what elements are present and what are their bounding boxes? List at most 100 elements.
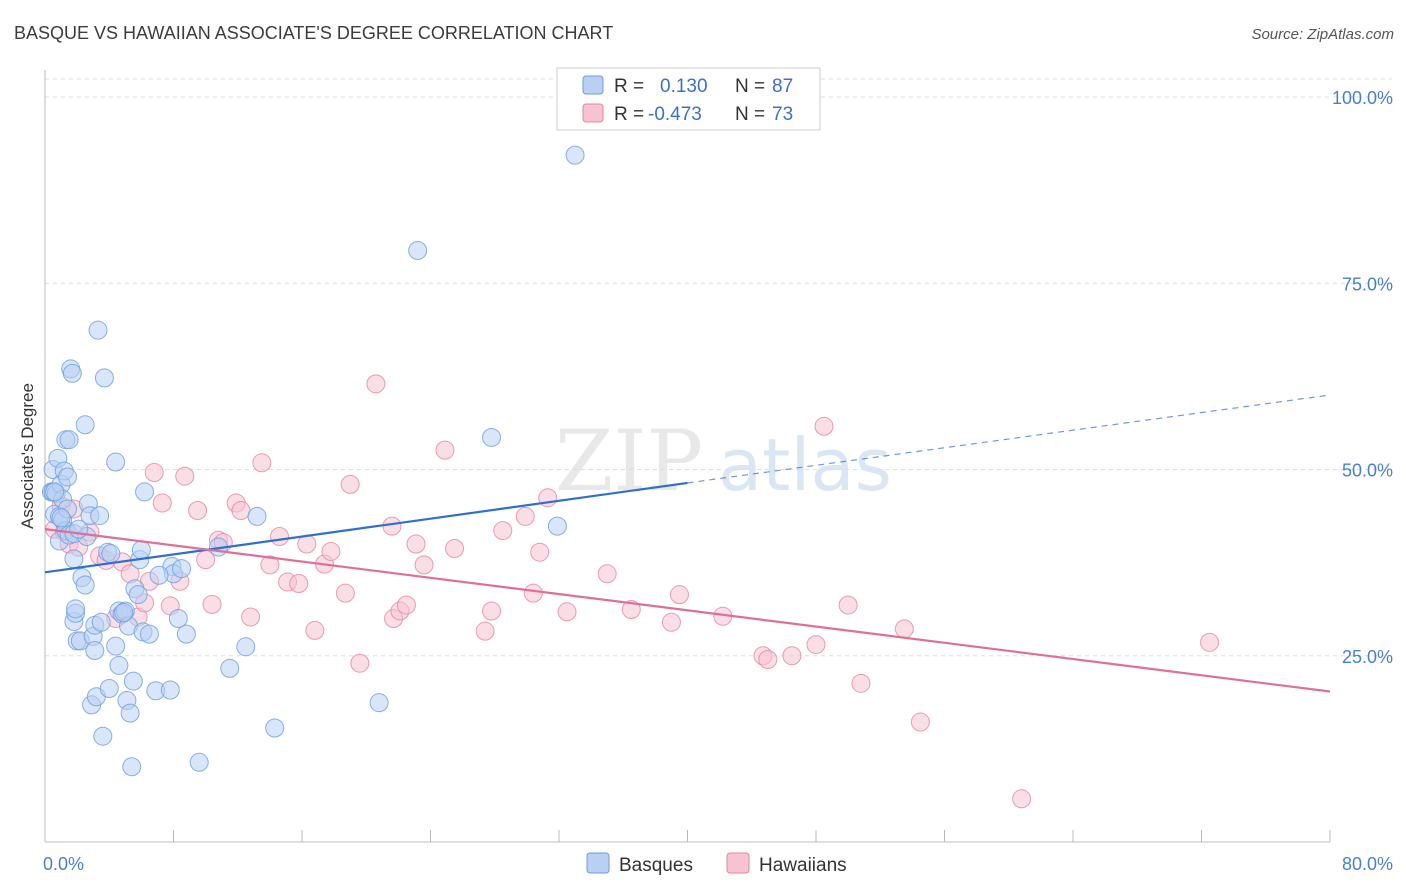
legend-basques-swatch[interactable]: [586, 852, 610, 874]
basques-point: [66, 599, 86, 619]
basques-r-value: 0.130: [660, 76, 708, 97]
basques-point: [236, 637, 256, 657]
basques-point: [106, 452, 126, 472]
basques-point: [57, 467, 77, 487]
hawaiians-point: [838, 595, 858, 615]
basques-point: [94, 368, 114, 388]
basques-point: [482, 427, 502, 447]
hawaiians-point: [270, 527, 290, 547]
hawaiians-point: [621, 600, 641, 620]
source-label: Source: ZipAtlas.com: [1251, 26, 1394, 43]
basques-point: [88, 320, 108, 340]
basques-point: [369, 693, 389, 713]
basques-point: [69, 519, 89, 539]
legend-hawaiians-label[interactable]: Hawaiians: [759, 855, 847, 876]
hawaiians-point: [260, 555, 280, 575]
basques-point: [265, 718, 285, 738]
basques-point: [122, 757, 142, 777]
basques-r-label: R =: [614, 76, 644, 97]
hawaiians-point: [152, 493, 172, 513]
hawaiians-point: [231, 500, 251, 520]
basques-trend-line: [44, 481, 688, 574]
basques-point: [75, 415, 95, 435]
basques-point: [51, 508, 71, 528]
hawaiians-point: [406, 534, 426, 554]
hawaiians-point: [188, 500, 208, 520]
hawaiians-points: [45, 374, 1220, 809]
basques-point: [59, 430, 79, 450]
hawaiians-point: [414, 555, 434, 575]
hawaiians-point: [340, 474, 360, 494]
hawaiians-point: [515, 506, 535, 526]
basques-point: [109, 655, 129, 675]
hawaiians-point: [366, 374, 386, 394]
basques-point: [123, 671, 143, 691]
hawaiians-point: [493, 521, 513, 541]
hawaiians-n-label: N =: [735, 104, 765, 125]
hawaiians-point: [289, 573, 309, 593]
basques-point: [93, 726, 113, 746]
basques-point: [45, 482, 65, 502]
basques-point: [120, 703, 140, 723]
basques-point: [565, 145, 585, 165]
basques-point: [91, 612, 111, 632]
basques-point: [131, 540, 151, 560]
y-tick-label: 50.0%: [1342, 461, 1393, 481]
hawaiians-point: [806, 635, 826, 655]
hawaiians-n-value: 73: [772, 104, 793, 125]
basques-point: [547, 516, 567, 536]
hawaiians-point: [350, 653, 370, 673]
basques-point: [114, 603, 134, 623]
hawaiians-point: [435, 440, 455, 460]
basques-point: [176, 624, 196, 644]
basques-point: [64, 549, 84, 569]
trend-lines: [44, 394, 1331, 693]
x-tick-label: 80.0%: [1342, 854, 1393, 874]
hawaiians-point: [523, 583, 543, 603]
basques-point: [247, 506, 267, 526]
basques-point: [85, 641, 105, 661]
y-tick-labels: 25.0% 50.0% 75.0% 100.0%: [1332, 88, 1393, 667]
legend-basques-label[interactable]: Basques: [619, 855, 693, 876]
hawaiians-point: [782, 646, 802, 666]
hawaiians-point: [661, 612, 681, 632]
series-legend: Basques Hawaiians: [586, 852, 847, 876]
axes: [44, 70, 1331, 843]
hawaiians-point: [321, 541, 341, 561]
watermark-zip: ZIP: [555, 412, 703, 510]
basques-point: [99, 679, 119, 699]
hawaiians-r-value: -0.473: [648, 104, 702, 125]
hawaiians-point: [202, 594, 222, 614]
hawaiians-point: [910, 712, 930, 732]
basques-point: [128, 585, 148, 605]
hawaiians-point: [557, 602, 577, 622]
basques-points: [41, 145, 585, 777]
stats-legend: R = 0.130 N = 87 R = -0.473 N = 73: [556, 67, 821, 131]
hawaiians-point: [382, 516, 402, 536]
x-tick-label: 0.0%: [43, 854, 84, 874]
basques-point: [90, 506, 110, 526]
hawaiians-point: [175, 466, 195, 486]
hawaiians-point: [851, 673, 871, 693]
legend-hawaiians-swatch[interactable]: [726, 852, 750, 874]
hawaiians-point: [305, 620, 325, 640]
hawaiians-point: [894, 619, 914, 639]
hawaiians-point: [669, 585, 689, 605]
hawaiians-point: [445, 538, 465, 558]
gridlines: [45, 78, 1392, 657]
basques-point: [408, 240, 428, 260]
hawaiians-point: [597, 564, 617, 584]
hawaiians-point: [1012, 789, 1032, 809]
y-tick-label: 25.0%: [1342, 647, 1393, 667]
basques-trend-extension: [687, 394, 1331, 484]
hawaiians-point: [1200, 632, 1220, 652]
hawaiians-point: [335, 583, 355, 603]
hawaiians-point: [252, 453, 272, 473]
hawaiians-trend-line: [44, 528, 1331, 693]
hawaiians-r-label: R =: [614, 104, 644, 125]
hawaiians-point: [144, 462, 164, 482]
basques-swatch: [582, 75, 604, 95]
basques-point: [160, 680, 180, 700]
basques-point: [106, 636, 126, 656]
